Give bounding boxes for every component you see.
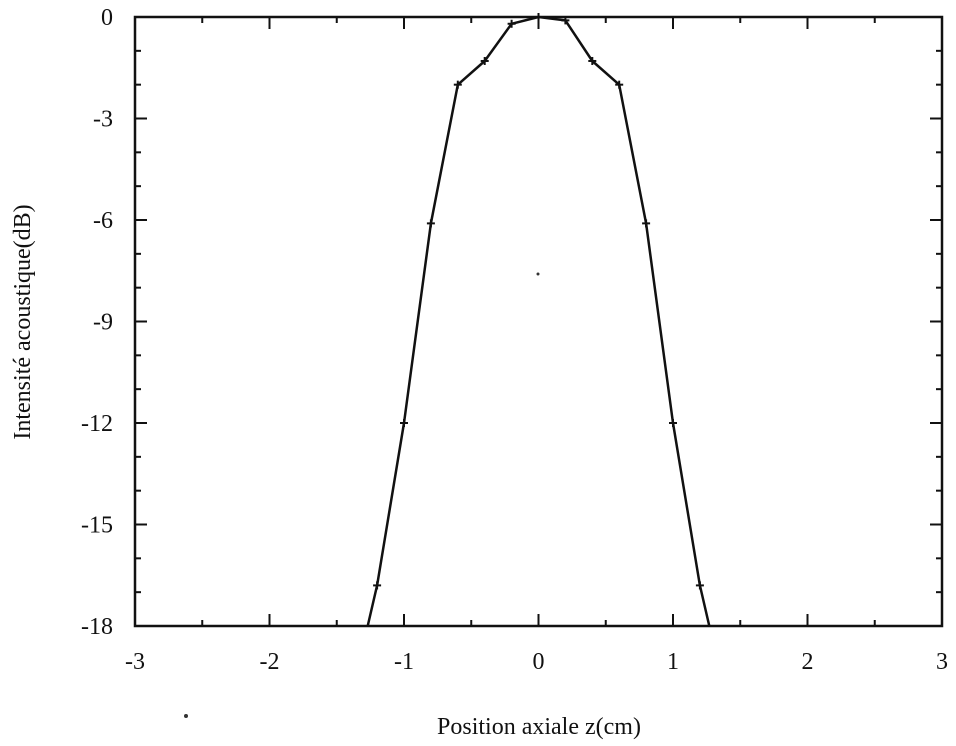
y-tick-label: 0 xyxy=(101,5,113,31)
data-point xyxy=(426,219,435,228)
data-point xyxy=(480,56,489,65)
data-point xyxy=(373,581,382,590)
plot-frame xyxy=(133,15,944,628)
y-tick-label: -15 xyxy=(81,513,113,539)
data-point xyxy=(561,16,570,25)
y-tick-label: -9 xyxy=(93,310,113,336)
x-tick-label: -2 xyxy=(260,649,280,675)
y-tick-label: -18 xyxy=(81,614,113,640)
y-tick-label: -12 xyxy=(81,411,113,437)
x-tick-label: 3 xyxy=(936,649,948,675)
scan-speck xyxy=(184,714,188,718)
data-point xyxy=(642,219,651,228)
data-point xyxy=(669,419,677,427)
x-tick-label: 1 xyxy=(667,649,679,675)
data-point xyxy=(507,19,516,28)
data-point xyxy=(615,80,624,89)
y-tick-label: -3 xyxy=(93,107,113,133)
scan-speck xyxy=(536,272,540,276)
x-tick-label: 2 xyxy=(802,649,814,675)
x-tick-label: -1 xyxy=(394,649,414,675)
y-tick-label: -6 xyxy=(93,208,113,234)
data-point xyxy=(400,419,408,427)
data-point xyxy=(534,13,543,21)
x-tick-label: 0 xyxy=(533,649,545,675)
data-point xyxy=(453,80,462,89)
data-point xyxy=(695,581,704,590)
x-tick-label: -3 xyxy=(125,649,145,675)
data-point xyxy=(588,56,597,65)
series-line xyxy=(366,15,711,627)
y-axis-title: Intensité acoustique(dB) xyxy=(10,204,36,439)
x-axis-title: Position axiale z(cm) xyxy=(437,714,641,740)
